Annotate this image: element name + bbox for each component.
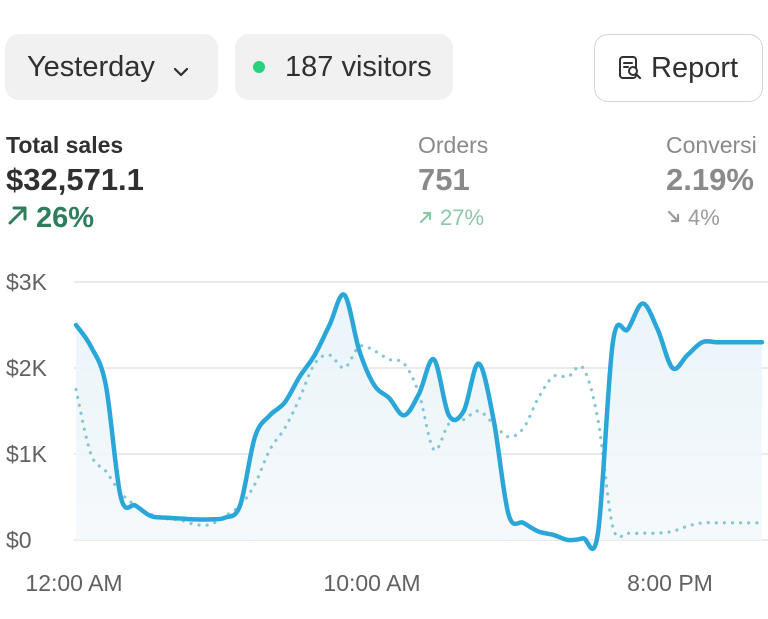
y-tick-label: $2K xyxy=(6,355,48,381)
date-range-dropdown[interactable]: Yesterday xyxy=(5,34,218,100)
sales-line-chart: $3K $2K $1K $0 12:00 AM 10:00 AM 8:00 PM xyxy=(6,269,768,596)
arrow-up-right-icon xyxy=(418,200,434,236)
x-tick-label: 8:00 PM xyxy=(627,570,713,596)
metric-conversion-rate[interactable]: Conversi 2.19% 4% xyxy=(666,130,768,236)
date-range-label: Yesterday xyxy=(27,50,155,83)
metric-change: 4% xyxy=(666,200,768,236)
report-label: Report xyxy=(651,51,739,84)
metric-label: Orders xyxy=(418,132,489,158)
metric-value: 751 xyxy=(418,162,470,197)
metric-change-value: 4% xyxy=(688,205,720,230)
metric-value: 2.19% xyxy=(666,162,754,197)
metric-label: Total sales xyxy=(6,132,124,158)
live-visitors-badge: 187 visitors xyxy=(235,34,453,100)
report-icon xyxy=(617,55,643,81)
arrow-down-right-icon xyxy=(666,200,682,236)
metric-total-sales[interactable]: Total sales $32,571.1 26% xyxy=(6,130,144,236)
series-line-primary xyxy=(73,292,765,551)
metric-value: $32,571.1 xyxy=(6,162,144,197)
sales-chart[interactable]: $3K $2K $1K $0 12:00 AM 10:00 AM 8:00 PM xyxy=(0,260,768,619)
arrow-up-right-icon xyxy=(6,200,30,236)
visitors-count: 187 visitors xyxy=(285,50,432,83)
chevron-down-icon xyxy=(171,57,191,77)
metric-label: Conversi xyxy=(666,132,757,158)
x-tick-label: 12:00 AM xyxy=(25,570,122,596)
series-area-fill xyxy=(76,294,762,549)
toolbar: Yesterday 187 visitors Report xyxy=(0,34,768,102)
metric-change-value: 26% xyxy=(36,202,95,234)
metric-orders[interactable]: Orders 751 27% xyxy=(418,130,488,236)
report-button[interactable]: Report xyxy=(594,34,763,102)
y-tick-label: $3K xyxy=(6,269,48,295)
x-tick-label: 10:00 AM xyxy=(323,570,420,596)
metric-change-value: 27% xyxy=(440,205,485,230)
metric-change: 26% xyxy=(6,200,144,236)
y-tick-label: $0 xyxy=(6,527,32,553)
live-status-dot xyxy=(253,61,265,73)
y-tick-label: $1K xyxy=(6,441,48,467)
metric-change: 27% xyxy=(418,200,488,236)
